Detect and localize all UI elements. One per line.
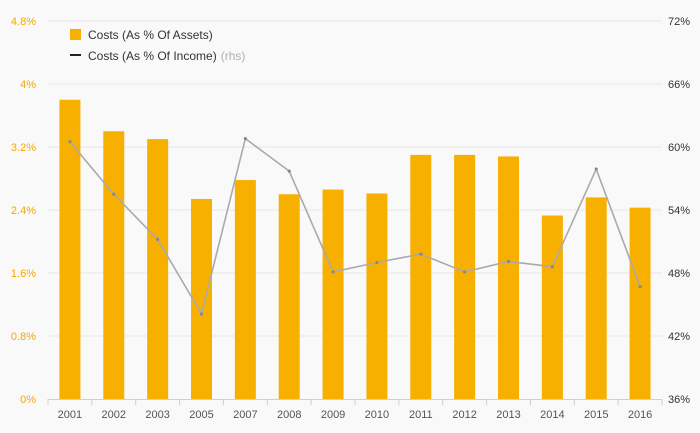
line-point (112, 192, 116, 196)
legend-label-assets: Costs (As % Of Assets) (88, 28, 213, 42)
y-left-tick-label: 2.4% (11, 205, 36, 217)
x-tick-label: 2015 (584, 409, 608, 421)
x-tick-label: 2014 (540, 409, 564, 421)
line-point (506, 259, 511, 264)
x-tick-label: 2016 (628, 409, 652, 421)
y-right-tick-label: 36% (668, 394, 690, 406)
line-point (419, 252, 423, 256)
y-right-tick-label: 66% (668, 79, 690, 91)
bar (541, 215, 563, 399)
y-right-tick-label: 48% (668, 268, 690, 280)
y-left-tick-label: 4% (20, 79, 36, 91)
y-left-tick-label: 0% (20, 394, 36, 406)
bar-series (59, 99, 651, 399)
legend: Costs (As % Of Assets) Costs (As % Of In… (70, 28, 245, 63)
line-series (68, 137, 642, 317)
bar (147, 139, 169, 399)
x-tick-label: 2007 (233, 409, 257, 421)
legend-label-income: Costs (As % Of Income) (rhs) (88, 49, 245, 63)
bar (498, 156, 519, 399)
bar (278, 194, 300, 399)
bar (322, 189, 344, 399)
legend-label-income-name: Costs (As % Of Income) (88, 49, 217, 63)
bar (585, 197, 607, 399)
gridlines (48, 20, 662, 337)
x-tick-label: 2005 (189, 409, 213, 421)
line-point (594, 167, 598, 171)
y-right-tick-label: 60% (668, 142, 690, 154)
bar (410, 154, 432, 399)
y-left-tick-label: 3.2% (11, 142, 36, 154)
line-point (156, 237, 160, 241)
line-point (375, 260, 379, 265)
x-tick-label: 2001 (58, 409, 82, 421)
x-tick-label: 2009 (321, 409, 345, 421)
x-tick-label: 2002 (102, 409, 126, 421)
line-point (638, 285, 642, 289)
bar (366, 193, 388, 399)
x-tick-label: 2010 (365, 409, 389, 421)
y-left-tick-label: 0.8% (11, 331, 36, 343)
y-right-tick-label: 72% (668, 16, 690, 28)
line-point (199, 312, 204, 316)
x-tick-label: 2008 (277, 409, 301, 421)
line-point (550, 265, 554, 269)
y-left-tick-label: 4.8% (11, 16, 36, 28)
y-right-tick-label: 42% (668, 331, 690, 343)
y-left-tick-label: 1.6% (11, 268, 36, 280)
axes: 0% 0.8% 1.6% 2.4% 3.2% 4% 4.8% 36% 42% 48% 54% 60% 6… (11, 16, 690, 421)
y-right-tick-label: 54% (668, 205, 690, 217)
income-line (69, 137, 641, 317)
x-tick-label: 2003 (145, 409, 169, 421)
line-point (287, 169, 291, 173)
bar (234, 180, 256, 399)
line-point (463, 270, 467, 274)
x-tick-label: 2013 (496, 409, 520, 421)
legend-swatch-assets (70, 29, 81, 40)
bar (629, 207, 651, 399)
line-point (331, 270, 335, 274)
legend-label-income-suffix: (rhs) (221, 49, 246, 63)
x-tick-label: 2011 (409, 409, 433, 421)
x-tick-label: 2012 (452, 409, 476, 421)
bar (103, 131, 125, 399)
line-point (243, 137, 247, 141)
bar (454, 154, 476, 399)
bar (191, 198, 212, 399)
line-point (68, 140, 72, 144)
bar (59, 99, 81, 399)
